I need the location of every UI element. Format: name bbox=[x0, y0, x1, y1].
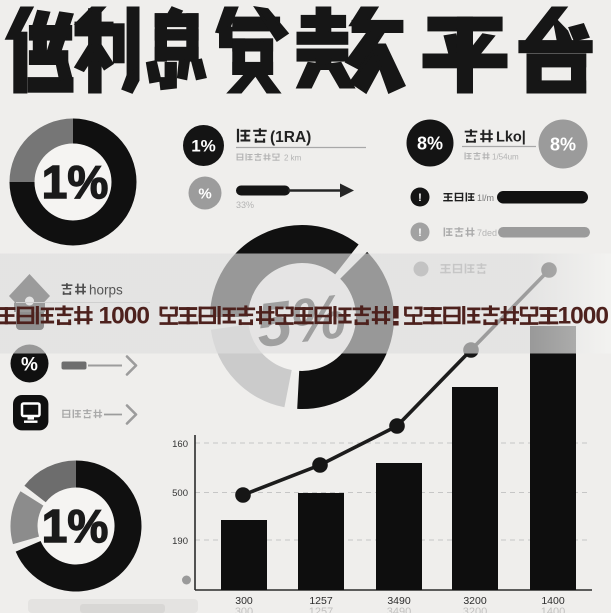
svg-text:1400: 1400 bbox=[541, 595, 565, 607]
svg-text:1/54um: 1/54um bbox=[492, 153, 519, 162]
svg-text:7ded: 7ded bbox=[477, 228, 497, 238]
svg-text:3200: 3200 bbox=[463, 606, 487, 613]
svg-text:3490: 3490 bbox=[387, 606, 411, 613]
svg-text:1400: 1400 bbox=[541, 606, 565, 613]
svg-text:8%: 8% bbox=[550, 135, 576, 155]
svg-text:1257: 1257 bbox=[309, 606, 333, 613]
svg-text:horps: horps bbox=[89, 283, 123, 298]
svg-text:500: 500 bbox=[172, 488, 188, 499]
svg-text:1l/m: 1l/m bbox=[477, 193, 494, 203]
svg-text:8%: 8% bbox=[417, 134, 443, 154]
svg-text:300: 300 bbox=[235, 606, 253, 613]
svg-text:1%: 1% bbox=[191, 137, 216, 156]
svg-text:!: ! bbox=[418, 192, 422, 204]
svg-text:1000: 1000 bbox=[99, 303, 150, 330]
svg-text:1%: 1% bbox=[42, 156, 108, 208]
svg-text:2 km: 2 km bbox=[284, 154, 302, 163]
svg-text:1%: 1% bbox=[42, 500, 108, 552]
svg-text:33%: 33% bbox=[236, 200, 254, 210]
svg-text:1000: 1000 bbox=[558, 303, 609, 330]
svg-text:1257: 1257 bbox=[309, 595, 333, 607]
svg-text:!: ! bbox=[418, 227, 422, 239]
svg-text:3490: 3490 bbox=[387, 595, 411, 607]
svg-text:%: % bbox=[198, 186, 211, 203]
svg-text:Lko|: Lko| bbox=[496, 130, 526, 146]
svg-text:160: 160 bbox=[172, 439, 188, 450]
svg-text:%: % bbox=[21, 355, 38, 376]
svg-text:190: 190 bbox=[172, 536, 188, 547]
svg-text:3200: 3200 bbox=[463, 595, 487, 607]
svg-text:(1RA): (1RA) bbox=[270, 129, 311, 146]
svg-text:300: 300 bbox=[235, 595, 253, 607]
